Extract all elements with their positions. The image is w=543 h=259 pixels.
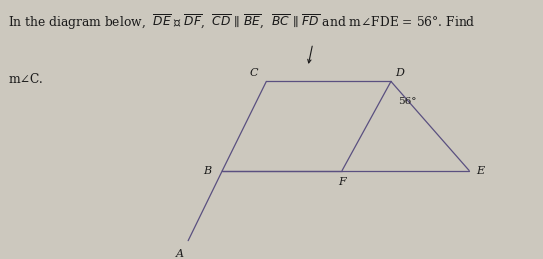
- Text: A: A: [175, 249, 184, 259]
- Text: D: D: [395, 68, 404, 78]
- Text: B: B: [204, 166, 212, 176]
- Text: E: E: [476, 166, 484, 176]
- Text: C: C: [250, 68, 258, 78]
- Text: In the diagram below,  $\overline{DE}$ ≅ $\overline{DF}$,  $\overline{CD}$ ∥ $\o: In the diagram below, $\overline{DE}$ ≅ …: [8, 13, 476, 32]
- Text: F: F: [338, 177, 346, 187]
- Text: m∠C.: m∠C.: [8, 73, 43, 85]
- Text: 56°: 56°: [399, 97, 417, 106]
